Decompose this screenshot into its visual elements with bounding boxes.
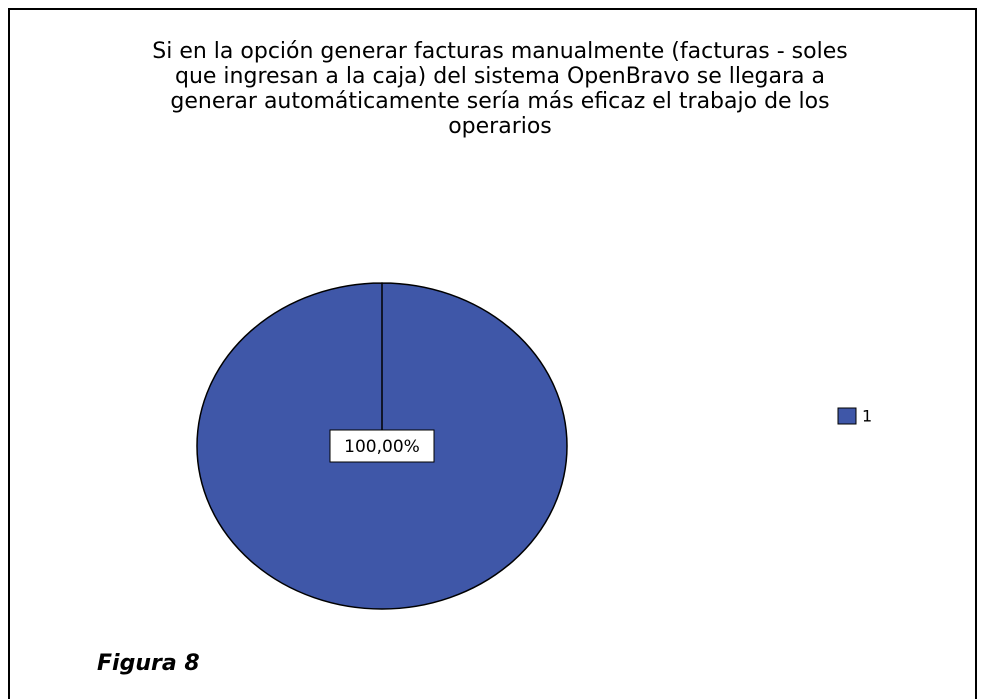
value-label: 100,00%	[344, 437, 420, 457]
figure-caption: Figura 8	[97, 651, 200, 676]
chart-title: generar automáticamente sería más eficaz…	[170, 89, 829, 114]
chart-frame	[8, 8, 977, 699]
chart-title: operarios	[448, 114, 552, 139]
legend-label: 1	[862, 407, 872, 426]
chart-title: que ingresan a la caja) del sistema Open…	[175, 64, 825, 89]
value-label-box	[329, 429, 435, 463]
chart-title: Si en la opción generar facturas manualm…	[152, 39, 847, 64]
legend-swatch	[837, 407, 857, 425]
